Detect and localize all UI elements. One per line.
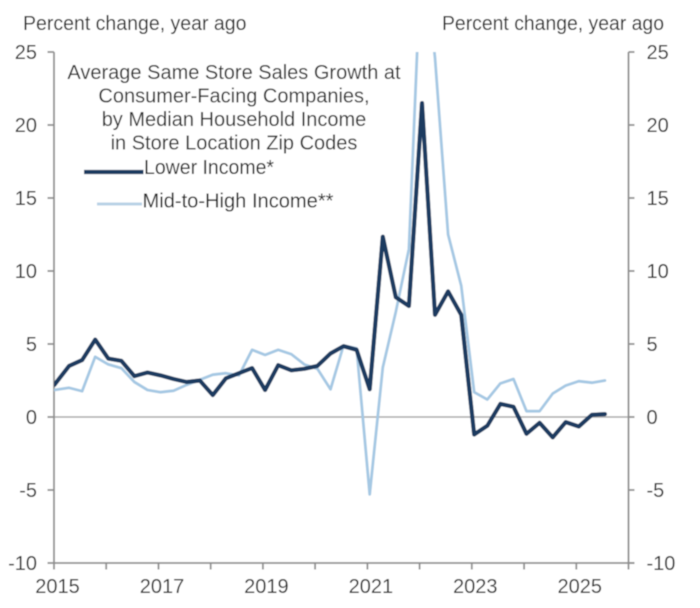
svg-text:Consumer-Facing Companies,: Consumer-Facing Companies, (98, 86, 369, 108)
svg-text:Percent change, year ago: Percent change, year ago (23, 13, 247, 35)
svg-text:Lower Income*: Lower Income* (144, 157, 274, 179)
svg-text:5: 5 (647, 334, 658, 356)
svg-text:15: 15 (647, 188, 669, 210)
svg-text:-5: -5 (647, 480, 665, 502)
svg-text:by Median Household Income: by Median Household Income (102, 109, 367, 131)
svg-text:0: 0 (647, 407, 658, 429)
svg-text:25: 25 (647, 42, 669, 64)
svg-text:Percent change, year ago: Percent change, year ago (442, 13, 664, 35)
svg-text:10: 10 (647, 261, 669, 283)
svg-text:in Store Location Zip Codes: in Store Location Zip Codes (111, 132, 358, 154)
svg-text:2017: 2017 (140, 576, 185, 598)
svg-text:2025: 2025 (558, 576, 603, 598)
svg-text:Average Same Store Sales Growt: Average Same Store Sales Growth at (67, 62, 401, 84)
svg-text:Mid-to-High Income**: Mid-to-High Income** (143, 191, 334, 213)
svg-text:5: 5 (26, 334, 37, 356)
svg-text:2015: 2015 (35, 576, 80, 598)
svg-text:2023: 2023 (453, 576, 498, 598)
svg-text:10: 10 (15, 261, 37, 283)
svg-text:20: 20 (647, 115, 669, 137)
svg-text:-10: -10 (647, 553, 676, 575)
svg-text:-10: -10 (8, 553, 37, 575)
svg-text:25: 25 (15, 42, 37, 64)
svg-text:-5: -5 (19, 480, 37, 502)
svg-text:0: 0 (26, 407, 37, 429)
svg-text:2021: 2021 (349, 576, 394, 598)
svg-text:20: 20 (15, 115, 37, 137)
svg-text:2019: 2019 (244, 576, 289, 598)
svg-text:15: 15 (15, 188, 37, 210)
